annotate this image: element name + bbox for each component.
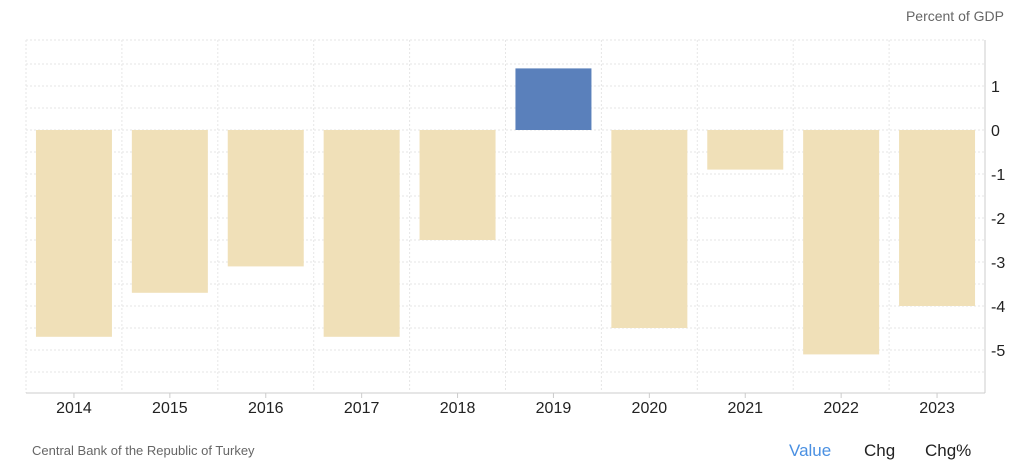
x-tick-label: 2017 (344, 400, 380, 417)
source-label: Central Bank of the Republic of Turkey (32, 443, 255, 458)
x-axis-ticks: 2014 2015 2016 2017 2018 2019 2020 2021 2022 2023 (56, 393, 955, 417)
x-tick-label: 2020 (632, 400, 668, 417)
tab-chg[interactable]: Chg (864, 441, 896, 460)
y-tick-label: -1 (991, 167, 1005, 184)
x-tick-label: 2018 (440, 400, 476, 417)
y-tick-label: -3 (991, 255, 1005, 272)
y-axis-ticks: 1 0 -1 -2 -3 -4 -5 (991, 79, 1005, 360)
bar-2021[interactable] (707, 130, 784, 170)
bar-2014[interactable] (35, 130, 112, 337)
y-tick-label: -2 (991, 211, 1005, 228)
x-tick-label: 2016 (248, 400, 284, 417)
x-tick-label: 2021 (727, 400, 763, 417)
tab-value[interactable]: Value (789, 441, 832, 460)
unit-label: Percent of GDP (905, 8, 1004, 24)
bar-2017[interactable] (323, 130, 400, 337)
y-tick-label: -5 (991, 343, 1005, 360)
y-tick-label: -4 (991, 299, 1005, 316)
bar-2018[interactable] (419, 130, 496, 240)
bar-2023[interactable] (899, 130, 976, 306)
grid-lines (25, 39, 986, 394)
bar-2016[interactable] (227, 130, 304, 267)
view-tabs: Value Chg Chg% (0, 441, 1024, 463)
bars (35, 68, 976, 355)
bar-2019[interactable] (515, 68, 592, 130)
bar-2015[interactable] (131, 130, 208, 293)
x-tick-label: 2014 (56, 400, 92, 417)
x-tick-label: 2019 (536, 400, 572, 417)
y-tick-label: 1 (991, 79, 1000, 96)
x-tick-label: 2023 (919, 400, 955, 417)
x-tick-label: 2022 (823, 400, 859, 417)
tab-chg-percent[interactable]: Chg% (925, 441, 972, 460)
bar-2022[interactable] (803, 130, 880, 355)
y-tick-label: 0 (991, 123, 1000, 140)
bar-chart: 1 0 -1 -2 -3 -4 -5 2014 2015 2016 2017 2018 2019 202… (25, 39, 1005, 417)
x-tick-label: 2015 (152, 400, 188, 417)
bar-2020[interactable] (611, 130, 688, 328)
